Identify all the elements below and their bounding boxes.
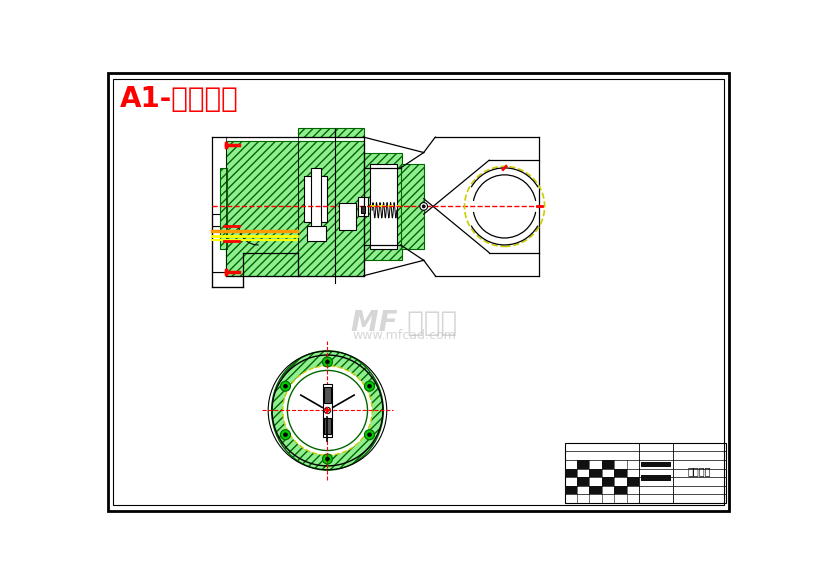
- Bar: [359, 197, 368, 216]
- Bar: [310, 168, 321, 229]
- Bar: [324, 387, 331, 403]
- Ellipse shape: [271, 351, 383, 470]
- Circle shape: [280, 381, 291, 391]
- Circle shape: [283, 384, 288, 388]
- Circle shape: [283, 433, 288, 436]
- Circle shape: [280, 429, 291, 440]
- Text: MF 沐风网: MF 沐风网: [351, 309, 458, 338]
- Bar: [641, 476, 672, 481]
- Bar: [298, 141, 364, 276]
- Circle shape: [323, 454, 333, 464]
- Circle shape: [422, 205, 426, 208]
- Bar: [364, 153, 402, 260]
- Bar: [589, 486, 602, 494]
- Bar: [220, 168, 227, 249]
- Circle shape: [283, 366, 372, 455]
- Circle shape: [364, 381, 374, 391]
- Bar: [565, 486, 577, 494]
- Bar: [614, 486, 627, 494]
- Bar: [212, 214, 243, 225]
- Bar: [577, 460, 589, 469]
- Circle shape: [368, 433, 372, 436]
- Circle shape: [324, 407, 331, 413]
- Bar: [565, 443, 726, 503]
- Circle shape: [325, 360, 329, 364]
- Circle shape: [420, 202, 427, 210]
- Bar: [577, 477, 589, 486]
- Bar: [370, 164, 397, 249]
- Bar: [627, 477, 639, 486]
- Circle shape: [364, 429, 374, 440]
- Circle shape: [323, 357, 333, 367]
- Bar: [324, 418, 331, 434]
- Bar: [305, 176, 328, 222]
- Bar: [225, 141, 299, 276]
- Bar: [298, 128, 364, 137]
- Text: A1-机械手图: A1-机械手图: [119, 85, 239, 113]
- Text: 机械手图: 机械手图: [687, 466, 711, 477]
- Bar: [306, 225, 326, 241]
- Bar: [614, 469, 627, 477]
- Bar: [212, 272, 243, 287]
- Circle shape: [368, 384, 372, 388]
- Circle shape: [325, 457, 329, 461]
- Circle shape: [326, 409, 328, 412]
- Bar: [641, 462, 672, 467]
- Bar: [602, 477, 614, 486]
- Bar: [360, 206, 365, 213]
- Bar: [323, 384, 332, 438]
- Bar: [565, 469, 577, 477]
- Circle shape: [288, 370, 368, 450]
- Bar: [339, 202, 356, 229]
- Bar: [400, 164, 424, 249]
- Bar: [212, 225, 225, 272]
- Bar: [602, 460, 614, 469]
- Bar: [589, 469, 602, 477]
- Text: www.mfcad.com: www.mfcad.com: [353, 329, 457, 342]
